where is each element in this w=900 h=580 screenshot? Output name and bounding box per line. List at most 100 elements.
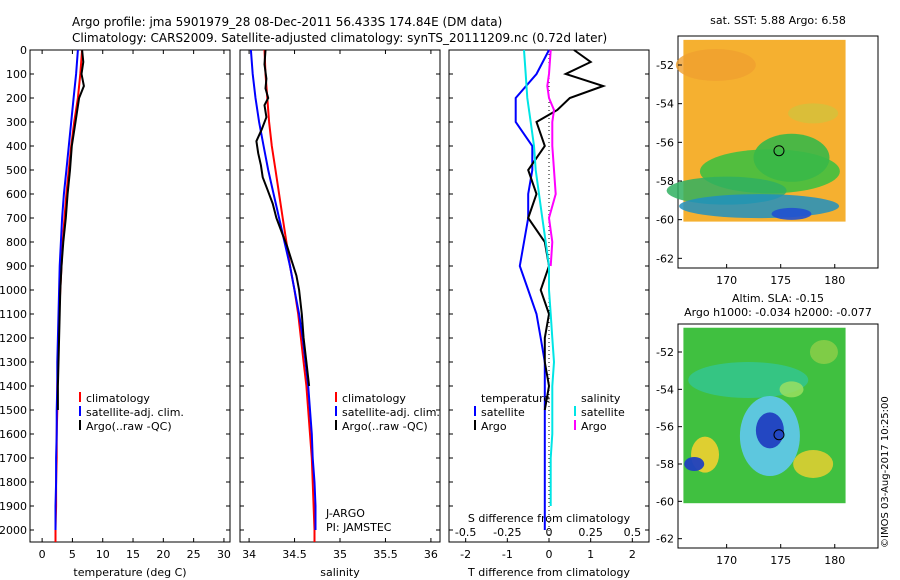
x-tick-label: 2 [629, 548, 636, 561]
y-tick-label: 1700 [0, 452, 27, 465]
series-line-t-satellite [514, 49, 550, 530]
x-axis-label: salinity [320, 566, 360, 579]
x-tick-label: 180 [824, 274, 845, 287]
x-tick-label: 170 [716, 274, 737, 287]
x-tick-label: 30 [217, 548, 231, 561]
series-line-argo-raw-qc- [255, 49, 311, 387]
panels: 0 5 10 15 20 25 300100200300400500600700800900… [0, 14, 879, 579]
x-tick-label: 35 [333, 548, 347, 561]
y-tick-label: -60 [656, 214, 674, 227]
argo-location-marker [773, 429, 785, 441]
footer-credit: ©IMOS 03-Aug-2017 10:25:00 [880, 396, 891, 548]
y-tick-label: 1500 [0, 404, 27, 417]
x-tick-label: 15 [126, 548, 140, 561]
legend-label: Argo [581, 420, 607, 433]
map-field-patch [788, 103, 839, 124]
x-tick-label: -1 [502, 548, 513, 561]
map-field-patch [793, 450, 834, 478]
series-line-argo-raw-qc- [56, 49, 85, 410]
map-field-patch [755, 412, 784, 449]
x-tick-label: 25 [187, 548, 201, 561]
title-line-2: Climatology: CARS2009. Satellite-adjuste… [72, 31, 607, 45]
x-axis-label: T difference from climatology [467, 566, 630, 579]
map-title: Argo h1000: -0.034 h2000: -0.077 [684, 306, 872, 319]
x-tick-label: 34.5 [282, 548, 307, 561]
map-field-patch [675, 49, 756, 81]
y-tick-label: 1000 [0, 284, 27, 297]
y-tick-label: 500 [6, 164, 27, 177]
x-tick-label: 10 [96, 548, 110, 561]
x-tick-label: 34 [242, 548, 256, 561]
x-tick-label: 170 [716, 554, 737, 567]
y-tick-label: 300 [6, 116, 27, 129]
title-line-1: Argo profile: jma 5901979_28 08-Dec-2011… [72, 15, 502, 29]
x-top-tick-label: -0.5 [455, 526, 476, 539]
legend-label: satellite [581, 406, 625, 419]
y-tick-label: -52 [656, 346, 674, 359]
legend-title: salinity [581, 392, 621, 405]
y-tick-label: 600 [6, 188, 27, 201]
y-tick-label: 400 [6, 140, 27, 153]
map-field-patch [809, 340, 838, 364]
map-field-patch [779, 381, 804, 398]
x-tick-label: -2 [460, 548, 471, 561]
y-tick-label: -56 [656, 421, 674, 434]
y-tick-label: 1200 [0, 332, 27, 345]
y-tick-label: -52 [656, 59, 674, 72]
y-tick-label: 2000 [0, 524, 27, 537]
y-tick-label: -54 [656, 98, 674, 111]
series-line-satellite-adj-clim- [54, 49, 79, 530]
legend-label: climatology [86, 392, 150, 405]
x-axis-label: temperature (deg C) [73, 566, 186, 579]
legend-label: Argo(..raw -QC) [86, 420, 172, 433]
x-tick-label: 175 [770, 274, 791, 287]
map-field-patch [679, 194, 840, 219]
profile-panel-salinity: 34 34.5 35 35.5 36 salinity climatologysatelli… [239, 49, 441, 579]
x-tick-label: 1 [587, 548, 594, 561]
y-tick-label: 1600 [0, 428, 27, 441]
x-tick-label: 0 [546, 548, 553, 561]
map-title: sat. SST: 5.88 Argo: 6.58 [710, 14, 846, 27]
y-tick-label: 100 [6, 68, 27, 81]
y-tick-label: 1900 [0, 500, 27, 513]
x-tick-label: 5 [69, 548, 76, 561]
annotation: PI: JAMSTEC [326, 521, 392, 534]
map-panel-sla_map: 170 175 180 -52 -54 -56 -58 -60 -62 [656, 323, 879, 567]
y-tick-label: -62 [656, 533, 674, 546]
legend-label: satellite [481, 406, 525, 419]
x-tick-label: 180 [824, 554, 845, 567]
map-field-patch [771, 207, 812, 220]
x-top-tick-label: 0.25 [578, 526, 603, 539]
x-tick-label: 35.5 [373, 548, 398, 561]
map-title: Altim. SLA: -0.15 [732, 292, 824, 305]
y-tick-label: -54 [656, 383, 674, 396]
y-tick-label: 1100 [0, 308, 27, 321]
legend-title: temperature [481, 392, 550, 405]
x-tick-label: 175 [770, 554, 791, 567]
y-tick-label: 1300 [0, 356, 27, 369]
x-top-tick-label: 0.5 [624, 526, 642, 539]
series-line-t-argo [527, 49, 607, 411]
x-tick-label: 0 [39, 548, 46, 561]
y-tick-label: 700 [6, 212, 27, 225]
y-tick-label: 800 [6, 236, 27, 249]
legend-label: satellite-adj. clim. [342, 406, 440, 419]
map-panel-sst_map: 170 175 180 -52 -54 -56 -58 -60 -62 [656, 35, 879, 287]
profile-panel-temperature: 0 5 10 15 20 25 300100200300400500600700800900… [0, 44, 231, 579]
legend-label: climatology [342, 392, 406, 405]
profile-panel-difference: -2 -1 0 1 2-0.5 -0.25 0 0.25 0.5S difference fro… [448, 49, 650, 579]
y-tick-label: 1800 [0, 476, 27, 489]
y-tick-label: -58 [656, 458, 674, 471]
x-tick-label: 20 [156, 548, 170, 561]
panel-frame [29, 49, 231, 543]
y-tick-label: 0 [20, 44, 27, 57]
y-tick-label: -62 [656, 252, 674, 265]
series-line-s-argo [546, 49, 557, 267]
x-top-tick-label: -0.25 [493, 526, 521, 539]
y-tick-label: -56 [656, 136, 674, 149]
map-field-patch [684, 457, 705, 471]
x-tick-label: 36 [424, 548, 438, 561]
y-tick-label: 200 [6, 92, 27, 105]
map-field-patch [753, 133, 830, 182]
